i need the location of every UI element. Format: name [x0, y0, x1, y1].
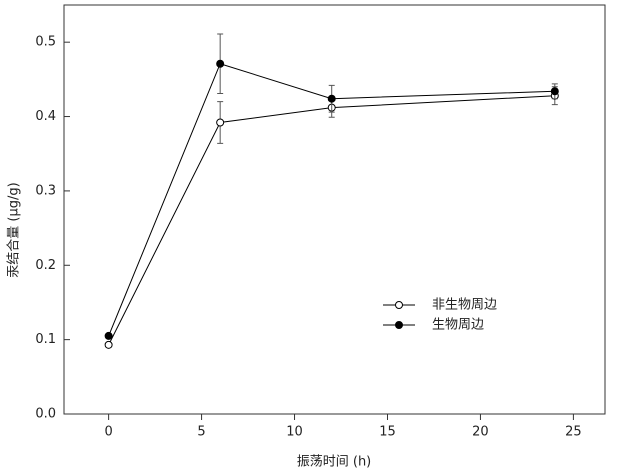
y-axis-label: 汞结合量 (μg/g) [7, 182, 22, 277]
point [327, 94, 336, 103]
series-line [108, 95, 555, 346]
y-tick-label: 0.2 [35, 258, 56, 273]
point [216, 118, 225, 127]
point [216, 59, 225, 68]
x-tick-label: 15 [379, 425, 396, 440]
legend-label: 生物周边 [432, 318, 484, 333]
point [104, 340, 113, 349]
x-axis-label: 振荡时间 (h) [297, 455, 372, 470]
legend-marker [395, 301, 403, 309]
legend-label: 非生物周边 [432, 298, 497, 313]
point [104, 331, 113, 340]
x-tick-label: 20 [472, 425, 489, 440]
y-tick-label: 0.0 [35, 407, 56, 422]
x-tick-label: 0 [104, 425, 112, 440]
x-tick-label: 10 [286, 425, 303, 440]
y-tick-label: 0.1 [35, 332, 56, 347]
series-line [108, 63, 555, 337]
y-tick-label: 0.5 [35, 35, 56, 50]
y-tick-label: 0.3 [35, 183, 56, 198]
y-tick-label: 0.4 [35, 109, 56, 124]
x-tick-label: 5 [197, 425, 205, 440]
point [550, 87, 559, 96]
legend-marker [395, 321, 403, 329]
plot-frame [63, 4, 606, 415]
x-tick-label: 25 [565, 425, 582, 440]
